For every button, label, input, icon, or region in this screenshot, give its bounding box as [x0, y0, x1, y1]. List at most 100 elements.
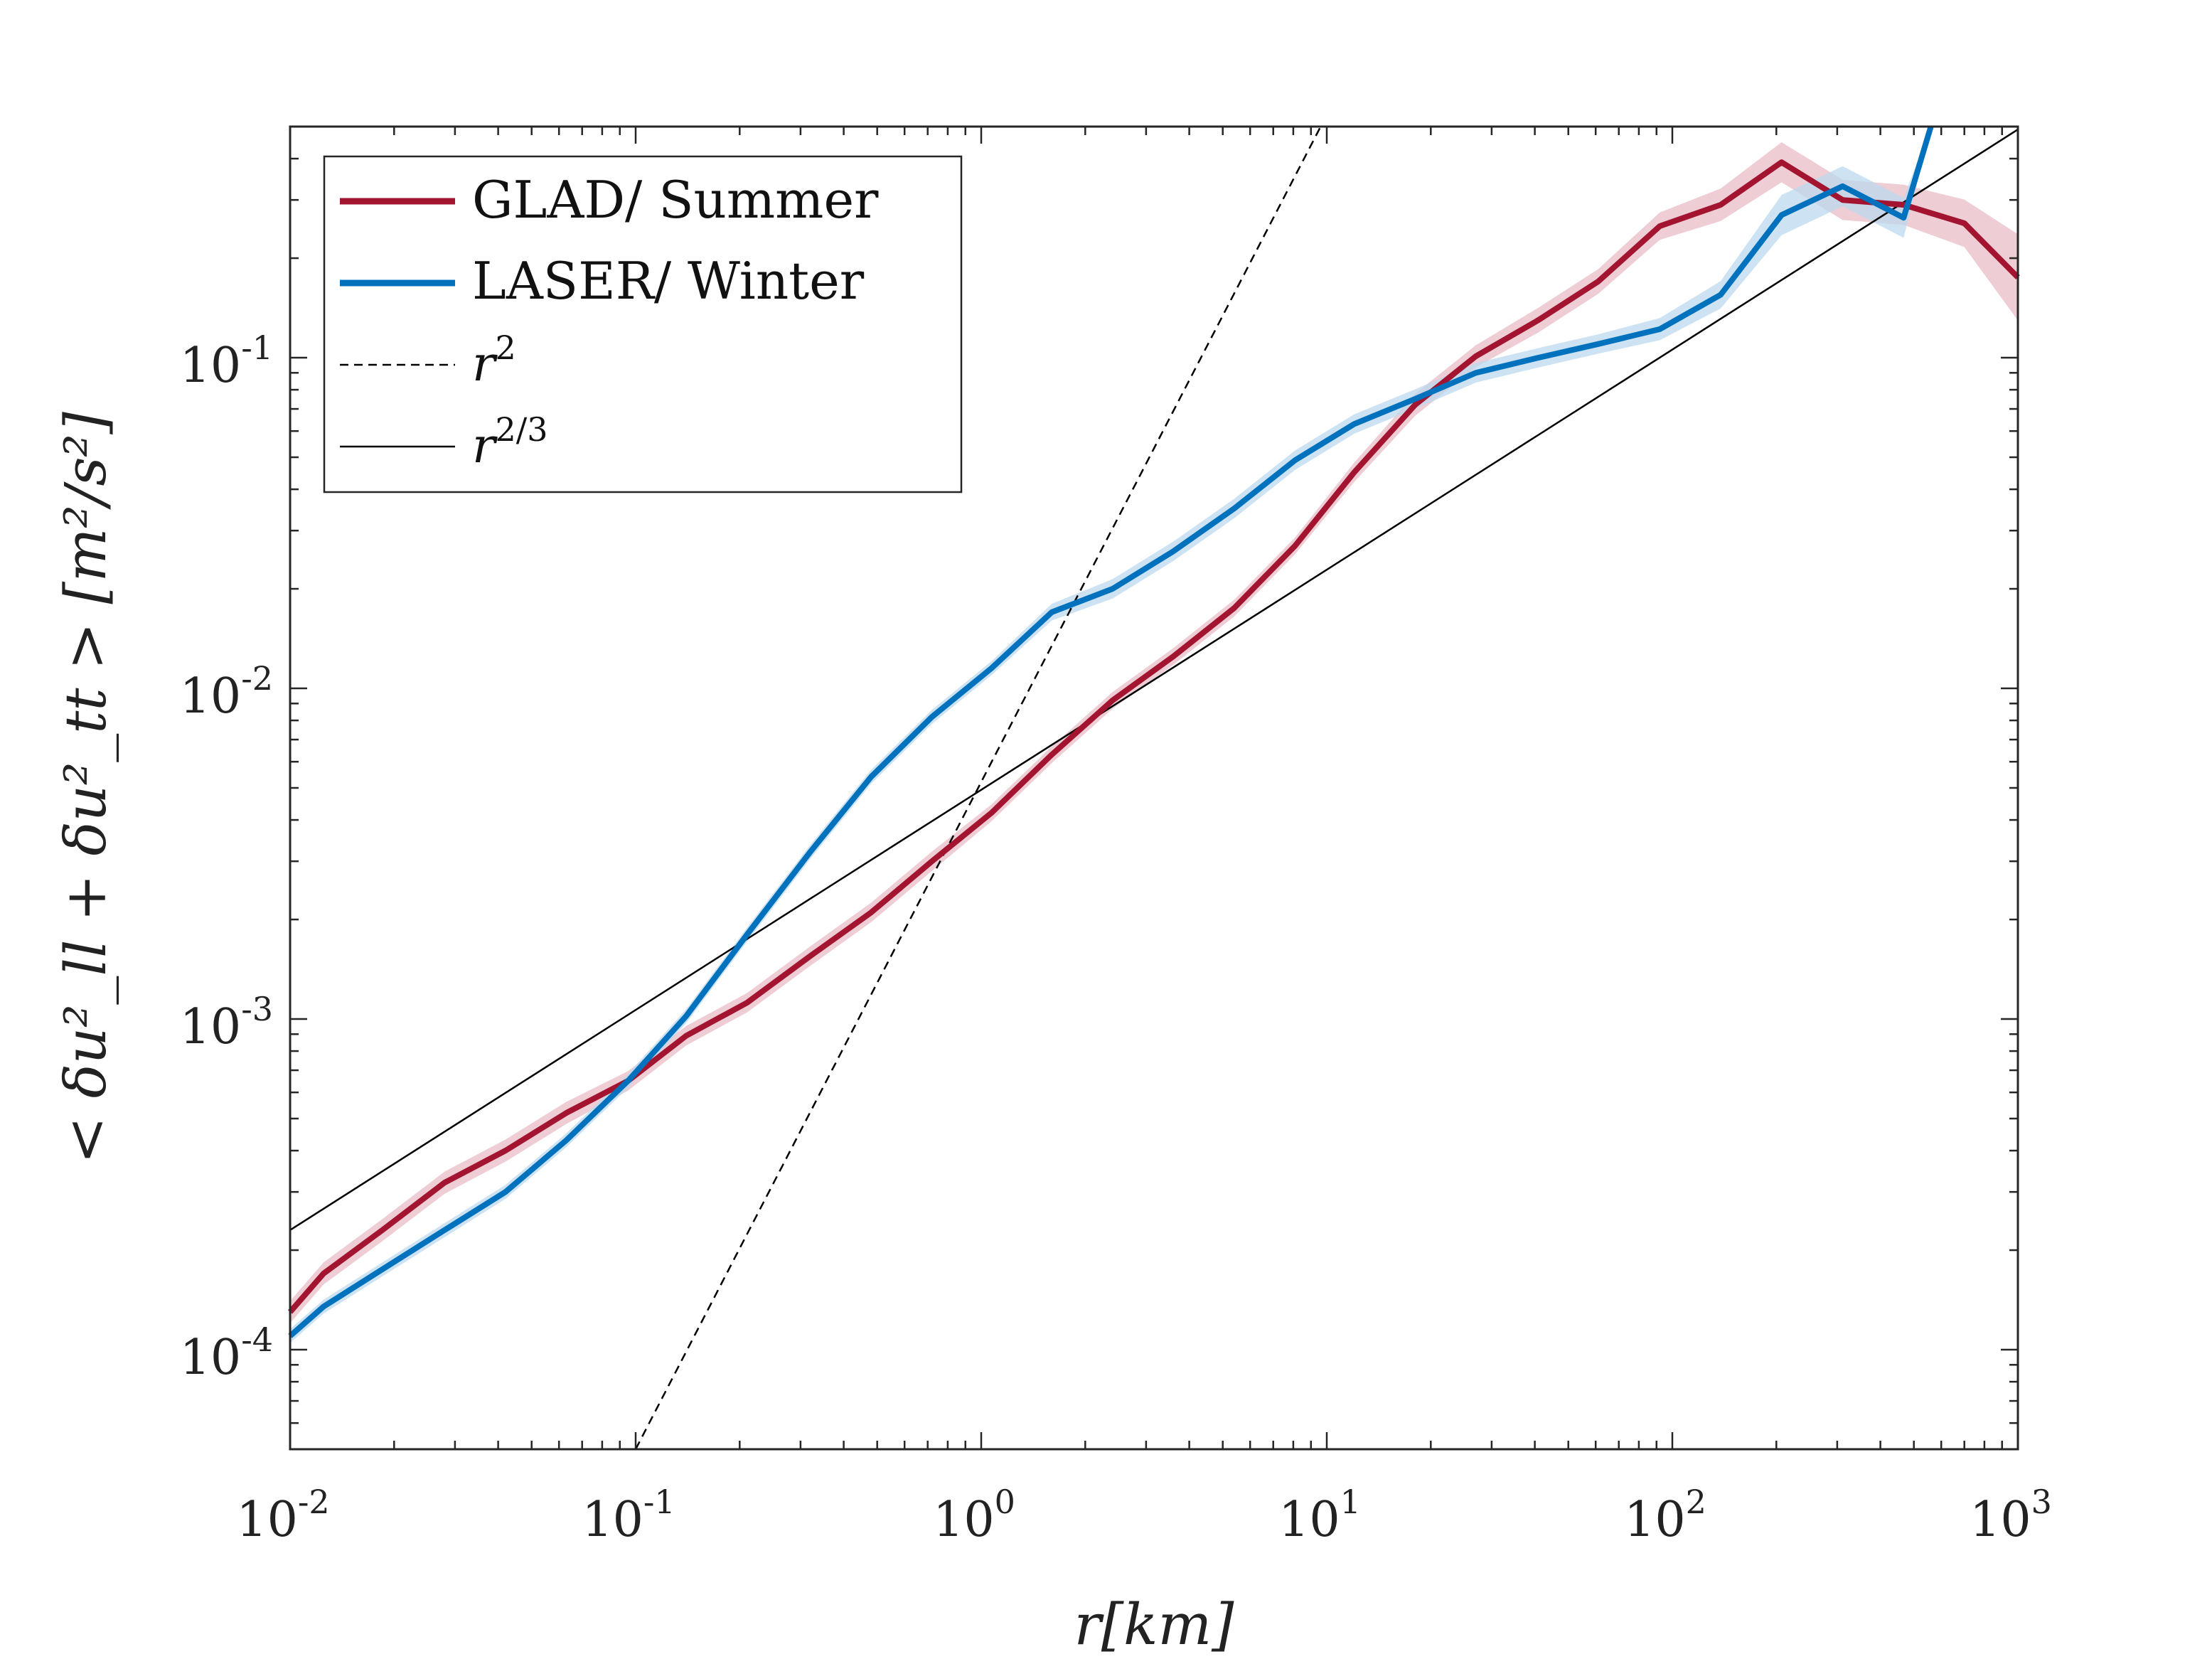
legend-label-r23: r2/3 — [472, 410, 548, 474]
x-tick-labels: 10-2 10-1 100 101 102 103 — [236, 1483, 2052, 1548]
data-point-glad — [747, 1002, 748, 1003]
data-point-glad — [1414, 404, 1416, 405]
y-axis-label: < δu²_ll + δu²_tt > [m²/s²] — [53, 411, 119, 1163]
data-point-laser — [810, 851, 811, 853]
data-point-laser — [1051, 612, 1052, 613]
x-tick-exponent: -1 — [643, 1483, 675, 1521]
data-point-glad — [1051, 754, 1052, 755]
data-point-glad — [1112, 700, 1113, 701]
y-tick-label: 10-1 — [180, 329, 273, 394]
x-tick-exponent: 3 — [2031, 1483, 2052, 1521]
reference-line-r23 — [289, 129, 2019, 1231]
data-point-glad — [444, 1182, 445, 1183]
data-point-glad — [1842, 199, 1844, 201]
data-point-laser — [1172, 550, 1174, 552]
data-point-glad — [1172, 656, 1174, 657]
data-point-laser — [990, 668, 992, 669]
data-point-laser — [931, 716, 933, 718]
legend-box — [323, 155, 963, 494]
data-point-glad — [382, 1229, 383, 1231]
data-point-laser — [1781, 214, 1783, 215]
legend-r23-exp: 2/3 — [496, 410, 548, 449]
x-tick-base: 10 — [582, 1492, 643, 1548]
x-tick-exponent: 1 — [1340, 1483, 1361, 1521]
data-point-laser — [1538, 357, 1539, 358]
data-point-glad — [1538, 319, 1539, 321]
data-point-laser — [747, 934, 748, 935]
legend: GLAD/ Summer LASER/ Winter r2 r2/3 — [323, 155, 963, 494]
y-tick-base: 10 — [180, 1330, 242, 1386]
legend-label-laser: LASER/ Winter — [472, 251, 865, 311]
data-point-laser — [1295, 459, 1296, 461]
data-point-laser — [870, 777, 872, 778]
data-point-laser — [1112, 588, 1113, 590]
series-lines — [287, 125, 2020, 1338]
data-point-glad — [1295, 545, 1296, 546]
x-tick-base: 10 — [933, 1492, 995, 1548]
data-point-laser — [627, 1080, 629, 1082]
data-point-glad — [810, 956, 811, 957]
data-point-glad — [990, 812, 992, 814]
y-tick-label: 10-3 — [180, 990, 273, 1055]
data-point-laser — [1903, 217, 1904, 218]
series-line-glad — [287, 159, 2020, 1314]
y-tick-exponent: -4 — [241, 1321, 273, 1359]
data-point-glad — [1903, 204, 1904, 206]
data-point-glad — [1234, 607, 1235, 609]
x-tick-label: 101 — [1278, 1483, 1361, 1548]
y-tick-label: 10-4 — [180, 1321, 273, 1386]
x-tick-base: 10 — [236, 1492, 298, 1548]
axis-ticks — [289, 125, 2019, 1451]
series-line-laser — [288, 125, 1934, 1338]
x-tick-label: 103 — [1970, 1483, 2052, 1548]
y-tick-base: 10 — [180, 999, 242, 1055]
x-tick-exponent: -2 — [298, 1483, 330, 1521]
data-point-laser — [1598, 343, 1599, 345]
x-tick-base: 10 — [1970, 1492, 2031, 1548]
legend-label-r2: r2 — [472, 329, 516, 393]
data-point-laser — [1720, 294, 1721, 296]
y-tick-labels: 10-410-310-210-1 — [180, 329, 273, 1386]
data-point-laser — [1475, 372, 1477, 373]
data-point-laser — [505, 1191, 506, 1193]
x-tick-base: 10 — [1278, 1492, 1340, 1548]
y-tick-base: 10 — [180, 338, 242, 394]
data-point-laser — [566, 1140, 567, 1141]
data-point-glad — [685, 1035, 687, 1037]
data-point-laser — [1354, 423, 1355, 425]
legend-label-glad: GLAD/ Summer — [472, 170, 879, 230]
legend-r2-base: r — [472, 336, 498, 393]
data-point-glad — [1964, 223, 1965, 224]
data-point-glad — [566, 1112, 567, 1114]
legend-r2-exp: 2 — [496, 329, 516, 367]
x-tick-exponent: 0 — [995, 1483, 1015, 1521]
data-point-laser — [1842, 186, 1844, 187]
data-point-glad — [1475, 356, 1477, 357]
data-point-laser — [1234, 508, 1235, 509]
legend-r23-base: r — [472, 418, 498, 474]
data-point-laser — [444, 1229, 445, 1231]
x-axis-label: r[km] — [1074, 1591, 1235, 1658]
data-point-laser — [685, 1015, 687, 1017]
x-tick-label: 100 — [933, 1483, 1015, 1548]
data-point-glad — [931, 860, 933, 862]
data-point-glad — [505, 1150, 506, 1151]
data-point-laser — [323, 1306, 324, 1307]
x-tick-base: 10 — [1624, 1492, 1686, 1548]
reference-lines — [289, 126, 2019, 1450]
data-point-glad — [323, 1273, 324, 1274]
y-tick-exponent: -2 — [241, 659, 273, 698]
data-point-glad — [870, 912, 872, 913]
x-tick-exponent: 2 — [1686, 1483, 1706, 1521]
reference-line-r2 — [634, 126, 1322, 1450]
data-point-glad — [1720, 204, 1721, 206]
data-point-glad — [1354, 471, 1355, 473]
x-tick-label: 10-2 — [236, 1483, 329, 1548]
data-point-glad — [1781, 161, 1783, 163]
data-point-glad — [1598, 281, 1599, 282]
y-tick-label: 10-2 — [180, 659, 273, 725]
y-tick-exponent: -3 — [241, 990, 273, 1028]
data-point-glad — [1659, 225, 1660, 227]
data-point-laser — [1659, 329, 1660, 330]
